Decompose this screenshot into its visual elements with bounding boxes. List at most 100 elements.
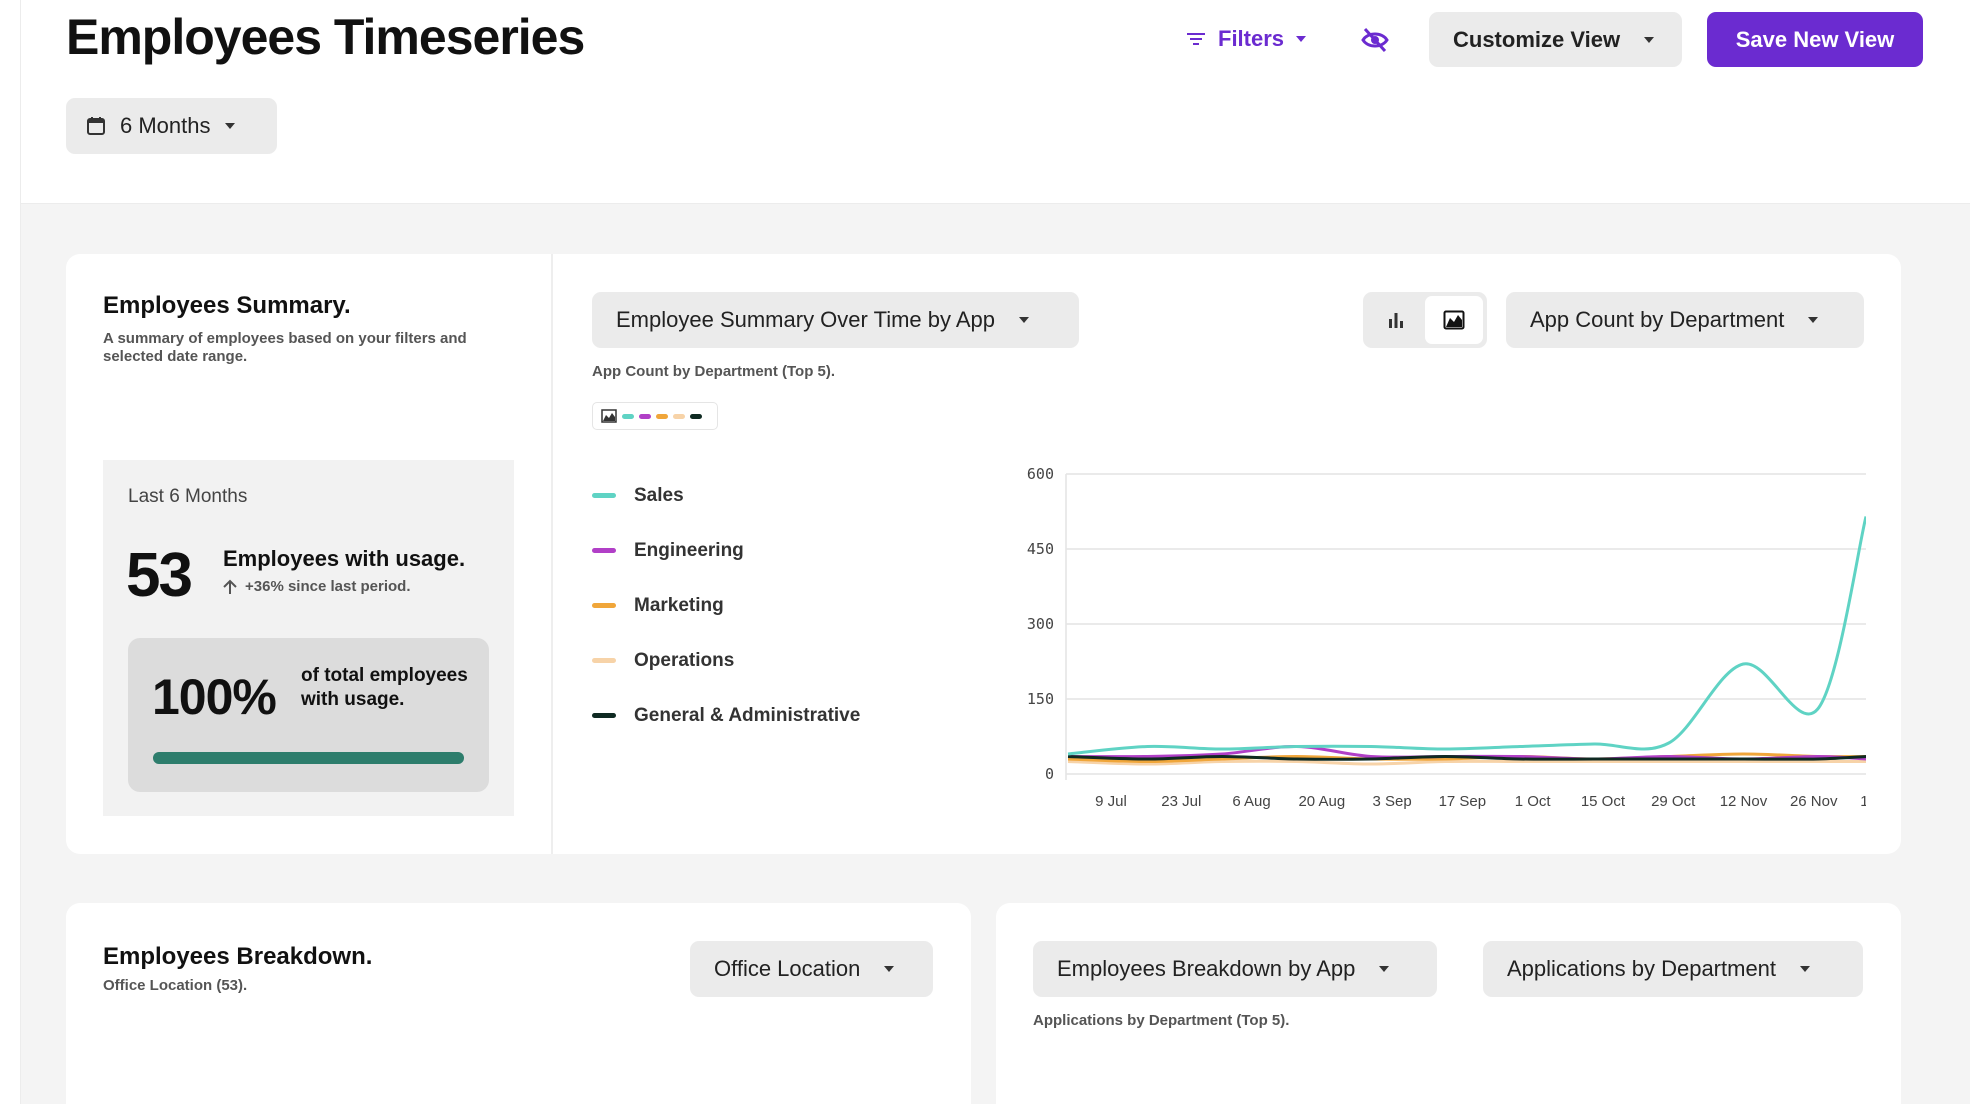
area-chart-icon — [601, 409, 617, 423]
legend-toggle-chip[interactable] — [592, 402, 718, 430]
bar-chart-icon — [1389, 313, 1403, 328]
legend-label: General & Administrative — [634, 704, 861, 726]
legend-label: Marketing — [634, 594, 724, 616]
y-tick-label: 450 — [1027, 540, 1054, 558]
usage-percent: 100% — [152, 669, 277, 725]
customize-view-dropdown[interactable]: Customize View — [1429, 12, 1682, 67]
usage-progress-fill — [153, 752, 464, 764]
y-tick-label: 300 — [1027, 615, 1054, 633]
employees-breakdown-card: Employees Breakdown. Office Location (53… — [66, 903, 971, 1104]
y-tick-label: 600 — [1027, 465, 1054, 483]
usage-percent-panel: 100% of total employees with usage. — [128, 638, 489, 792]
area-chart-toggle[interactable] — [1425, 296, 1483, 344]
date-range-dropdown[interactable]: 6 Months — [66, 98, 277, 154]
card-divider — [551, 254, 553, 854]
filters-button[interactable]: Filters — [1186, 20, 1307, 58]
metric-dropdown-label: App Count by Department — [1530, 307, 1785, 332]
legend-swatch — [592, 493, 616, 498]
summary-view-label: Employee Summary Over Time by App — [616, 307, 996, 332]
mini-legend-swatch — [690, 413, 702, 419]
filters-label: Filters — [1218, 26, 1285, 51]
delta-label: +36% since last period. — [245, 578, 411, 595]
breakdown-subtitle: Office Location (53). — [103, 977, 248, 994]
chart-type-toggle — [1363, 292, 1487, 348]
x-tick-label: 1 Oct — [1515, 793, 1552, 810]
filter-icon — [1187, 33, 1205, 45]
save-new-view-button[interactable]: Save New View — [1707, 12, 1923, 67]
employees-summary-card: Employees Summary. A summary of employee… — [66, 254, 1901, 854]
legend-swatch — [592, 603, 616, 608]
mini-legend-swatch — [639, 413, 651, 419]
page-header: Employees Timeseries Filters Customize V… — [21, 0, 1970, 204]
page-title: Employees Timeseries — [66, 9, 585, 65]
period-label: Last 6 Months — [128, 486, 248, 507]
x-tick-label: 20 Aug — [1298, 793, 1345, 810]
mini-legend-swatch — [622, 413, 634, 419]
series-line-sales — [1067, 516, 1866, 756]
x-tick-label: 23 Jul — [1161, 793, 1201, 810]
bar-chart-toggle[interactable] — [1367, 296, 1425, 344]
x-tick-label: 15 Oct — [1581, 793, 1626, 810]
left-nav-strip — [0, 0, 21, 1104]
apps-metric-label: Applications by Department — [1507, 956, 1777, 981]
stats-panel: Last 6 Months 53 Employees with usage. +… — [103, 460, 514, 816]
chart-subtitle: App Count by Department (Top 5). — [592, 363, 836, 380]
delta-indicator: +36% since last period. — [223, 578, 411, 595]
apps-metric-dropdown[interactable]: Applications by Department — [1483, 941, 1863, 997]
legend-label: Engineering — [634, 539, 744, 561]
legend-swatch — [592, 548, 616, 553]
office-location-label: Office Location — [714, 956, 861, 981]
summary-description: A summary of employees based on your fil… — [103, 330, 467, 365]
legend-label: Operations — [634, 649, 735, 671]
mini-legend-swatch — [673, 413, 685, 419]
timeseries-line-chart: 0 150 300 450 600 9 Jul 23 Jul 6 Aug 20 Aug 3 Sep… — [1027, 465, 1866, 810]
office-location-dropdown[interactable]: Office Location — [690, 941, 933, 997]
metric-dropdown[interactable]: App Count by Department — [1506, 292, 1864, 348]
date-range-label: 6 Months — [120, 113, 211, 138]
series-line-general-administrative — [1067, 755, 1866, 761]
x-tick-label: 26 Nov — [1790, 793, 1838, 810]
hide-toggle-button[interactable] — [1359, 24, 1391, 56]
chevron-down-icon — [1296, 36, 1307, 42]
mini-legend-swatch — [656, 413, 668, 419]
apps-breakdown-subtitle: Applications by Department (Top 5). — [1033, 1012, 1290, 1029]
breakdown-view-label: Employees Breakdown by App — [1057, 956, 1356, 981]
usage-percent-label: of total employees with usage. — [301, 665, 468, 710]
x-tick-label: 3 Sep — [1372, 793, 1411, 810]
employee-count: 53 — [126, 541, 193, 610]
legend-item[interactable]: General & Administrative — [592, 688, 860, 743]
chevron-down-icon — [1644, 36, 1655, 43]
summary-view-dropdown[interactable]: Employee Summary Over Time by App — [592, 292, 1079, 348]
customize-view-label: Customize View — [1453, 26, 1621, 52]
series-line-operations — [1067, 759, 1866, 766]
y-tick-label: 0 — [1045, 765, 1054, 783]
chart-legend: Sales Engineering Marketing Operations Gener… — [592, 468, 860, 743]
x-tick-label: 6 Aug — [1232, 793, 1270, 810]
legend-swatch — [592, 658, 616, 663]
arrow-up-icon — [223, 579, 237, 594]
eye-off-icon — [1361, 27, 1389, 53]
usage-progress-bar — [153, 752, 464, 764]
breakdown-title: Employees Breakdown. — [103, 943, 373, 970]
legend-item[interactable]: Marketing — [592, 578, 860, 633]
legend-item[interactable]: Engineering — [592, 523, 860, 578]
summary-title: Employees Summary. — [103, 292, 351, 319]
chevron-down-icon — [224, 123, 235, 129]
legend-label: Sales — [634, 484, 684, 506]
breakdown-view-dropdown[interactable]: Employees Breakdown by App — [1033, 941, 1437, 997]
calendar-icon — [87, 117, 105, 135]
chevron-down-icon — [1808, 317, 1819, 323]
x-tick-label: 12 Nov — [1720, 793, 1768, 810]
chevron-down-icon — [1800, 966, 1811, 972]
x-tick-label: 17 Sep — [1439, 793, 1487, 810]
x-tick-label: 29 Oct — [1651, 793, 1696, 810]
apps-breakdown-card: Employees Breakdown by App Applications … — [996, 903, 1901, 1104]
chevron-down-icon — [884, 966, 895, 972]
x-tick-label: 10 Dec — [1860, 793, 1866, 810]
legend-item[interactable]: Operations — [592, 633, 860, 688]
area-chart-icon — [1443, 310, 1465, 330]
legend-swatch — [592, 713, 616, 718]
legend-item[interactable]: Sales — [592, 468, 860, 523]
x-tick-label: 9 Jul — [1095, 793, 1127, 810]
chevron-down-icon — [1379, 966, 1390, 972]
